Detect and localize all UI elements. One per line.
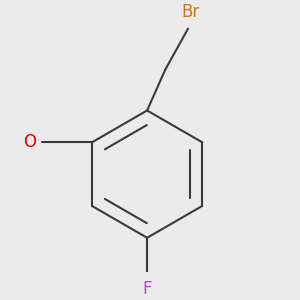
Text: O: O bbox=[23, 133, 36, 151]
Text: Br: Br bbox=[181, 3, 200, 21]
Text: F: F bbox=[142, 280, 152, 298]
